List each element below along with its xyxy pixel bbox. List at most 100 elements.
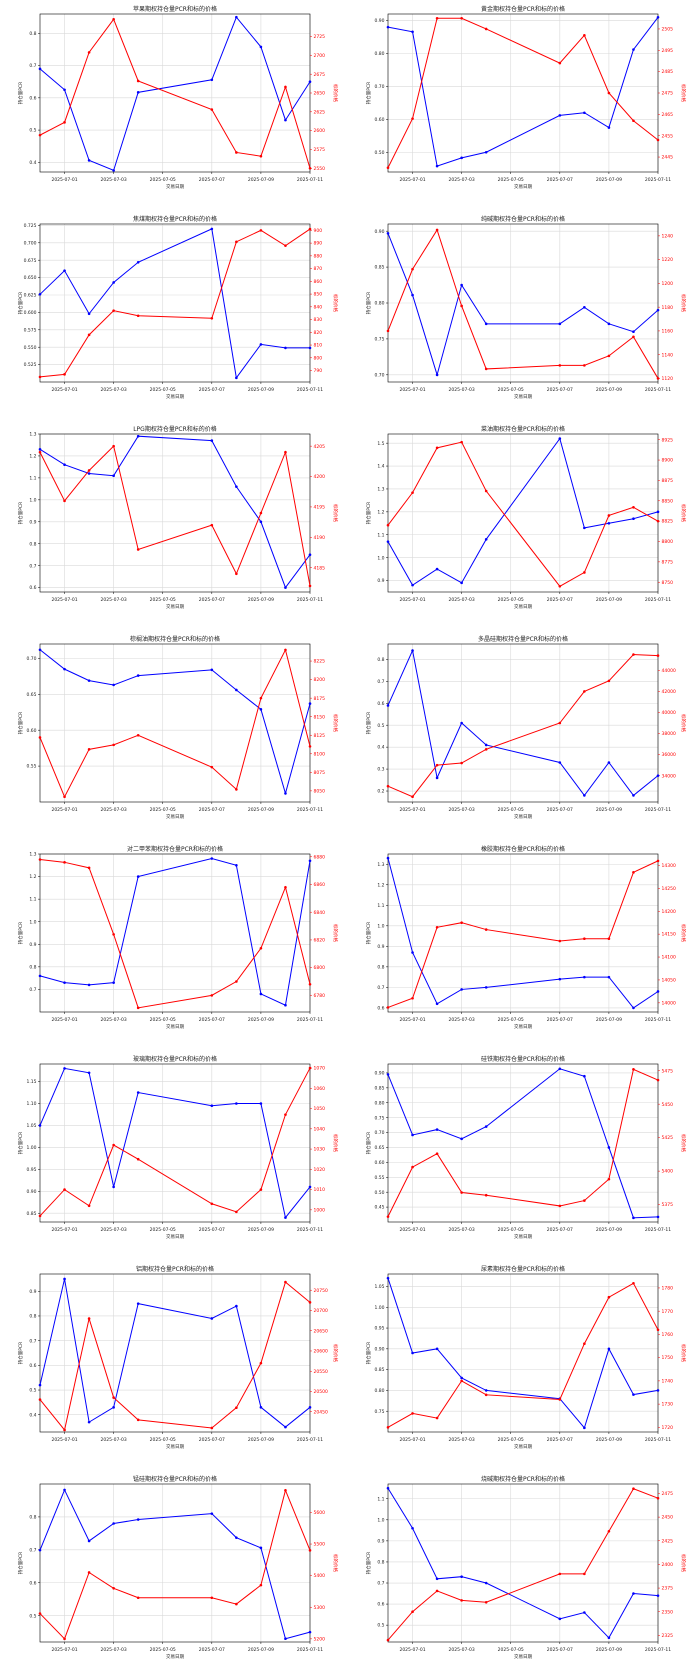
data-point-pcr [259, 343, 263, 346]
y-left-axis-label: 持仓量PCR [17, 1552, 24, 1574]
data-point-price [63, 121, 66, 124]
x-axis-label: 交易日期 [514, 1233, 532, 1240]
chart-title: 黄金期权持仓量PCR和标的价格 [481, 5, 565, 13]
chart-title: 焦煤期权持仓量PCR和标的价格 [133, 215, 217, 223]
data-point-pcr [386, 232, 390, 235]
y-right-tick-label: 20450 [314, 1409, 328, 1415]
x-axis-label: 交易日期 [166, 393, 184, 400]
data-point-pcr [411, 30, 414, 34]
data-point-price [656, 654, 660, 657]
data-point-price [632, 1487, 635, 1491]
y-left-tick-label: 0.525 [24, 362, 37, 368]
y-left-tick-label: 1.3 [377, 487, 384, 493]
data-point-pcr [112, 981, 115, 984]
chart-3: 焦煤期权持仓量PCR和标的价格 2025-07-01 2025-07-03 2025-… [17, 215, 339, 400]
data-point-pcr [386, 1276, 390, 1280]
y-right-axis-label: 标的价格 [332, 504, 339, 522]
y-left-tick-label: 0.75 [374, 337, 384, 343]
y-right-tick-label: 14100 [662, 955, 676, 961]
chart-title: 尿素期权持仓量PCR和标的价格 [481, 1265, 565, 1273]
y-left-tick-label: 0.75 [374, 1409, 384, 1415]
data-point-price [558, 721, 562, 725]
y-right-tick-label: 5400 [314, 1573, 326, 1579]
data-point-pcr [136, 875, 140, 878]
data-point-price [38, 1612, 42, 1615]
y-right-tick-label: 1040 [314, 1126, 326, 1132]
data-point-price [632, 505, 635, 509]
y-left-tick-label: 1.5 [377, 441, 384, 447]
y-right-tick-label: 8750 [662, 580, 674, 586]
y-left-tick-label: 1.0 [29, 919, 36, 925]
data-point-price [235, 151, 238, 154]
y-right-tick-label: 14050 [662, 978, 676, 984]
data-point-price [411, 267, 414, 271]
data-point-price [284, 885, 287, 889]
data-point-pcr [259, 1102, 263, 1105]
data-point-price [308, 1066, 312, 1070]
data-point-price [460, 921, 463, 924]
data-point-pcr [435, 1128, 439, 1131]
y-left-tick-label: 0.9 [29, 1289, 36, 1295]
data-point-pcr [484, 538, 488, 541]
data-point-pcr [460, 1137, 463, 1141]
y-left-tick-label: 0.5 [29, 1613, 36, 1619]
data-point-pcr [607, 761, 611, 764]
y-right-tick-label: 20550 [314, 1369, 328, 1375]
data-point-pcr [112, 474, 115, 477]
y-right-tick-label: 5200 [314, 1636, 326, 1642]
data-point-price [63, 1428, 66, 1432]
y-left-tick-label: 0.90 [374, 1071, 384, 1077]
y-left-tick-label: 1.2 [377, 509, 384, 515]
y-left-tick-label: 0.6 [377, 1005, 384, 1011]
x-tick-label: 2025-07-01 [399, 387, 425, 393]
plot-frame [39, 1483, 311, 1643]
x-axis-label: 交易日期 [166, 183, 184, 190]
x-tick-label: 2025-07-07 [199, 597, 225, 603]
data-point-pcr [558, 322, 562, 326]
data-point-price [63, 499, 66, 503]
y-left-tick-label: 0.55 [26, 764, 36, 770]
data-point-price [259, 1361, 263, 1365]
data-point-pcr [284, 346, 287, 350]
data-point-pcr [558, 977, 562, 981]
data-point-pcr [112, 1185, 115, 1189]
series-line-price [39, 648, 311, 798]
y-right-tick-label: 20700 [314, 1308, 328, 1314]
x-tick-label: 2025-07-05 [150, 387, 176, 393]
chart-title: 铝期权持仓量PCR和标的价格 [136, 1265, 214, 1273]
series-line-price [387, 654, 659, 798]
y-right-tick-label: 8800 [662, 539, 674, 545]
data-point-price [136, 1418, 140, 1422]
data-point-pcr [607, 1636, 611, 1640]
data-point-price [435, 16, 439, 20]
data-point-pcr [284, 792, 287, 795]
x-tick-label: 2025-07-01 [51, 807, 77, 813]
data-point-price [136, 1006, 140, 1010]
data-point-price [460, 440, 463, 444]
series-line-price [387, 860, 659, 1008]
data-point-price [112, 933, 115, 936]
y-right-tick-label: 5425 [662, 1135, 674, 1141]
x-axis-label: 交易日期 [514, 1653, 532, 1660]
data-point-pcr [607, 322, 611, 326]
y-right-tick-label: 8825 [662, 519, 674, 525]
data-point-price [460, 16, 463, 20]
data-point-price [259, 229, 263, 232]
y-right-tick-label: 14300 [662, 863, 676, 869]
y-left-axis-label: 持仓量PCR [17, 502, 24, 524]
x-tick-label: 2025-07-03 [101, 597, 127, 603]
y-left-tick-label: 0.45 [374, 1205, 384, 1211]
data-point-pcr [583, 526, 586, 530]
data-point-pcr [112, 1522, 115, 1525]
x-tick-label: 2025-07-03 [101, 177, 127, 183]
y-right-tick-label: 20650 [314, 1328, 328, 1334]
x-tick-label: 2025-07-01 [51, 597, 77, 603]
data-point-pcr [87, 679, 91, 682]
data-point-price [632, 335, 635, 339]
y-left-tick-label: 0.5 [29, 1388, 36, 1394]
data-point-pcr [38, 974, 42, 978]
data-point-pcr [136, 674, 140, 677]
data-point-pcr [112, 683, 115, 687]
y-right-tick-label: 6800 [314, 965, 326, 971]
chart-10: 橡胶期权持仓量PCR和标的价格 2025-07-01 2025-07-03 2025-… [365, 845, 687, 1030]
